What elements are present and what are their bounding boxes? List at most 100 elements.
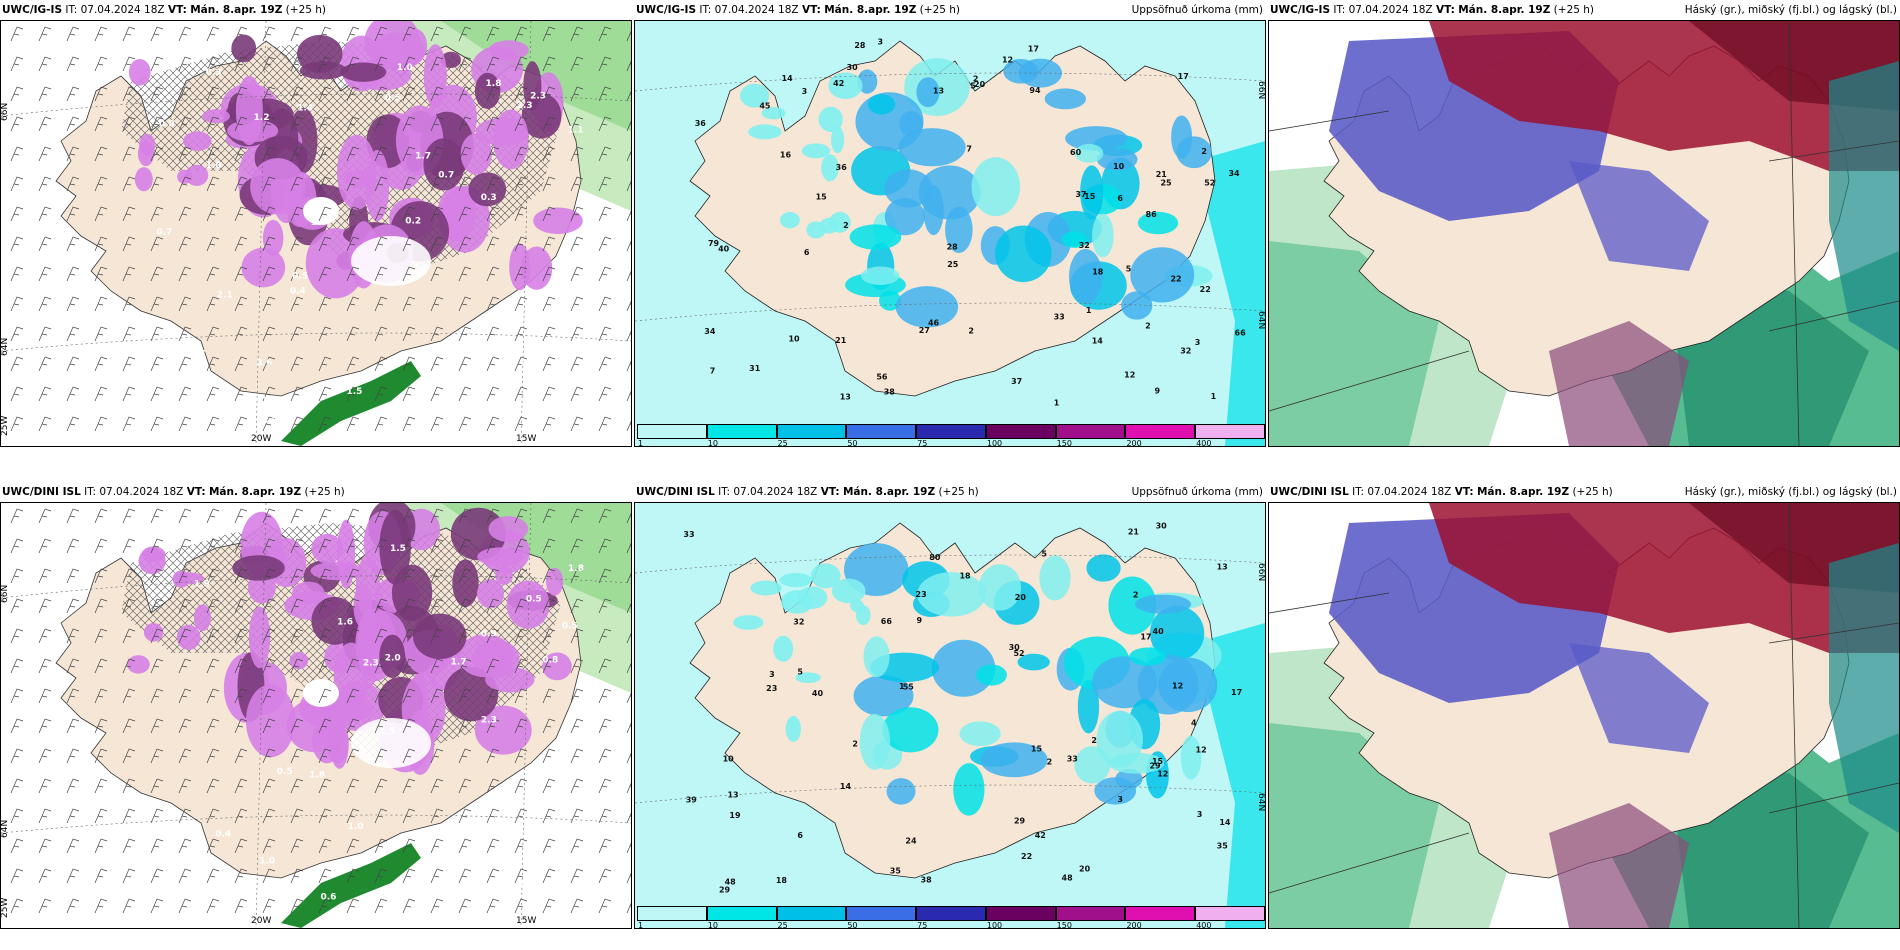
snow-value-label: 0.7 — [417, 905, 433, 915]
colorbar-tick-label: 25 — [777, 439, 788, 447]
precip-value-label: 36 — [836, 163, 848, 172]
precip-value-label: 94 — [1029, 86, 1041, 95]
snow-value-label: 0.5 — [260, 395, 276, 405]
colorbar-tick-label: 150 — [1056, 439, 1072, 447]
precip-value-label: 15 — [1084, 192, 1096, 201]
model-name: UWC/IG-IS — [636, 4, 697, 16]
lon-label-20w: 20W — [251, 434, 271, 444]
precip-value-label: 29 — [719, 885, 731, 894]
valid-time: Mán. 8.apr. 19Z — [208, 486, 302, 498]
snow-value-label: 2.0 — [385, 654, 401, 664]
precip-value-label: 14 — [1092, 336, 1104, 345]
colorbar-tick-label: 150 — [1056, 921, 1072, 929]
precip-value-label: 12 — [1157, 769, 1168, 778]
precip-value-label: 66 — [1235, 328, 1247, 337]
lat-label-66n: 66N — [1, 585, 10, 603]
precip-value-label: 18 — [1092, 268, 1104, 277]
model-name: UWC/IG-IS — [2, 4, 63, 16]
precip-value-label: 32 — [793, 617, 804, 626]
precip-value-label: 60 — [1070, 148, 1082, 157]
precip-value-label: 21 — [1156, 170, 1168, 179]
model-name: UWC/IG-IS — [1270, 4, 1331, 16]
precip-value-label: 1 — [1054, 399, 1060, 408]
precip-value-label: 15 — [1031, 744, 1043, 753]
init-time: IT: 07.04.2024 18Z — [84, 486, 184, 498]
precip-value-label: 3 — [1117, 795, 1123, 804]
panel-right-title: Uppsöfnuð úrkoma (mm) — [1131, 4, 1263, 16]
snow-value-label: 0.6 — [262, 417, 278, 427]
precip-value-label: 66 — [881, 617, 893, 626]
snow-value-label: 2.1 — [217, 290, 233, 300]
colorbar-swatch — [776, 906, 847, 921]
precip-value-label: 14 — [1219, 818, 1231, 827]
map-snow: 66N 64N 25W 20W 15W 1.0 1.5 1.8 2.0 0.5 0.5 2.3 1.0 0… — [0, 502, 632, 929]
lat-label-64n: 64N — [1, 820, 10, 838]
colorbar-swatch — [846, 424, 917, 439]
colorbar-swatch — [706, 424, 777, 439]
lead-time: (+25 h) — [1572, 486, 1613, 498]
precip-value-label: 35 — [890, 866, 902, 875]
vt-label: VT: — [1435, 4, 1455, 16]
snow-value-label: 2.3 — [363, 659, 379, 669]
panel-header: UWC/DINI ISL IT: 07.04.2024 18Z VT: Mán.… — [1268, 482, 1900, 502]
snow-value-label: 0.4 — [290, 286, 306, 296]
snow-value-label: 1.8 — [486, 79, 502, 89]
precip-value-label: 33 — [683, 530, 694, 539]
init-time: IT: 07.04.2024 18Z — [699, 4, 799, 16]
colorbar-swatch — [916, 906, 986, 921]
snow-value-label: 2.3 — [530, 92, 546, 102]
snow-value-label: 1.8 — [309, 771, 325, 781]
precip-value-label: 9 — [1154, 387, 1160, 396]
precip-value-label: 24 — [905, 837, 917, 846]
vt-label: VT: — [801, 4, 821, 16]
precip-value-label: 38 — [884, 387, 896, 396]
precip-value-label: 39 — [686, 795, 698, 804]
precip-value-label: 12 — [1124, 371, 1135, 380]
snow-value-label: 1.5 — [379, 727, 395, 737]
precip-value-label: 5 — [797, 668, 803, 677]
precip-value-label: 80 — [929, 553, 941, 562]
precip-value-label: 28 — [947, 242, 959, 251]
precip-value-label: 19 — [729, 811, 741, 820]
model-name: UWC/DINI ISL — [1270, 486, 1349, 498]
panel-header: UWC/IG-IS IT: 07.04.2024 18Z VT: Mán. 8.… — [1268, 0, 1900, 20]
colorbar: 1 10 25 50 75 100 150 200 400 — [635, 906, 1265, 929]
precip-value-label: 34 — [704, 327, 716, 336]
precip-value-label: 7 — [710, 367, 716, 376]
panel-precip-ig: UWC/IG-IS IT: 07.04.2024 18Z VT: Mán. 8.… — [634, 0, 1266, 447]
colorbar-tick-label: 400 — [1196, 439, 1212, 447]
precip-value-label: 6 — [804, 248, 810, 257]
colorbar-swatch — [706, 906, 777, 921]
colorbar-swatch — [1125, 424, 1196, 439]
map-canvas: 66N64N2237730212117165236863834453242462… — [635, 21, 1265, 446]
precip-value-label: 21 — [835, 336, 847, 345]
colorbar-swatch — [1055, 906, 1126, 921]
precip-value-label: 3 — [1197, 810, 1203, 819]
precip-value-label: 13 — [727, 790, 738, 799]
precip-value-label: 52 — [1013, 649, 1024, 658]
snow-value-label: 0.2 — [541, 769, 557, 779]
vt-label: VT: — [1454, 486, 1474, 498]
snow-value-label: 1.5 — [154, 366, 170, 376]
panel-precip-dini: UWC/DINI ISL IT: 07.04.2024 18Z VT: Mán.… — [634, 482, 1266, 929]
panel-snow-dini: UWC/DINI ISL IT: 07.04.2024 18Z VT: Mán.… — [0, 482, 632, 929]
precip-value-label: 2 — [1091, 736, 1097, 745]
colorbar-tick-label: 1 — [638, 921, 644, 929]
precip-value-label: 23 — [916, 590, 927, 599]
snow-value-label: 2.3 — [517, 101, 533, 111]
snow-value-label: 0.3 — [481, 193, 497, 203]
precip-value-label: 12 — [1196, 745, 1207, 754]
snow-value-label: 0.6 — [321, 892, 337, 902]
snow-value-label: 2.7 — [190, 349, 206, 359]
snow-value-label: 1.4 — [297, 104, 313, 114]
panel-right-title: Háský (gr.), miðský (fj.bl.) og lágský (… — [1684, 4, 1897, 16]
precip-value-label: 22 — [1200, 285, 1211, 294]
precip-value-label: 30 — [1156, 521, 1168, 530]
precip-value-label: 36 — [695, 119, 707, 128]
panel-header: UWC/IG-IS IT: 07.04.2024 18Z VT: Mán. 8.… — [0, 0, 632, 20]
lon-label-25w: 25W — [1, 416, 10, 436]
colorbar-tick-label: 1 — [638, 439, 644, 447]
precip-value-label: 48 — [1062, 874, 1074, 883]
colorbar-tick-label: 50 — [847, 439, 858, 447]
precip-value-label: 52 — [1204, 178, 1215, 187]
